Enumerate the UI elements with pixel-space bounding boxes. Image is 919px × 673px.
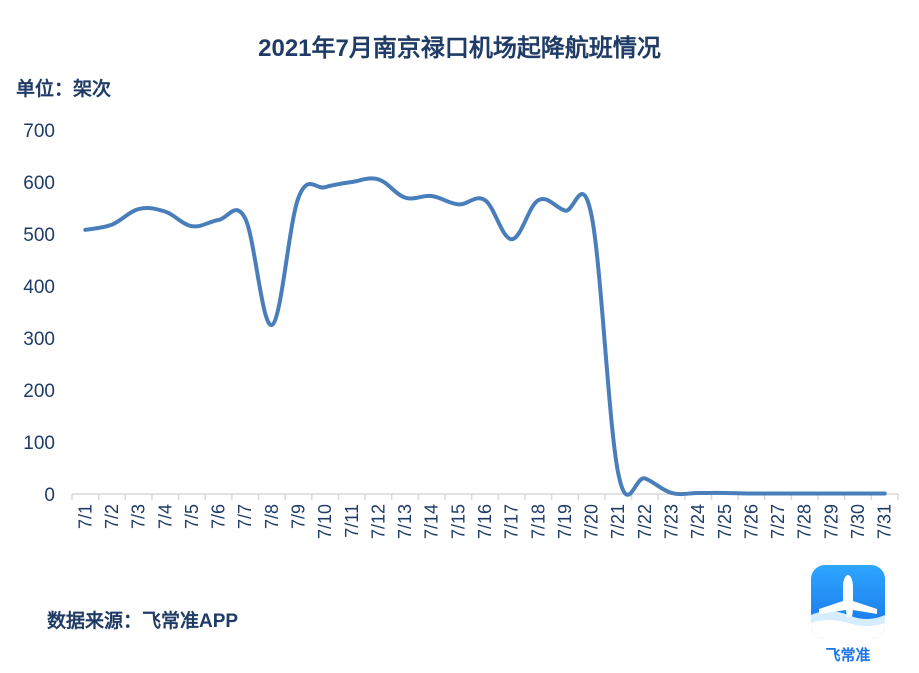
x-tick-label: 7/9 — [288, 504, 308, 529]
unit-label: 单位：架次 — [16, 79, 112, 100]
x-tick-label: 7/8 — [262, 504, 282, 529]
x-tick-label: 7/22 — [635, 504, 655, 539]
x-tick-label: 7/16 — [475, 504, 495, 539]
x-tick-label: 7/14 — [422, 504, 442, 539]
data-source: 数据来源：飞常准APP — [47, 611, 239, 632]
x-tick-label: 7/24 — [688, 504, 708, 539]
x-tick-label: 7/27 — [768, 504, 788, 539]
x-tick-label: 7/11 — [342, 504, 362, 538]
x-tick-label: 7/31 — [875, 504, 895, 539]
x-tick-label: 7/23 — [662, 504, 682, 539]
x-tick-label: 7/5 — [182, 504, 202, 529]
x-tick-label: 7/30 — [848, 504, 868, 539]
x-tick-label: 7/17 — [502, 504, 522, 539]
data-points — [85, 179, 885, 494]
airplane-icon — [811, 575, 885, 639]
y-tick-label: 400 — [23, 277, 55, 298]
y-tick-label: 300 — [23, 329, 55, 350]
chart-title: 2021年7月南京禄口机场起降航班情况 — [258, 35, 661, 62]
y-tick-label: 200 — [23, 381, 55, 402]
y-tick-label: 700 — [23, 121, 55, 142]
x-tick-label: 7/6 — [209, 504, 229, 529]
x-tick-label: 7/2 — [102, 504, 122, 529]
x-tick-label: 7/29 — [821, 504, 841, 539]
x-tick-label: 7/1 — [75, 504, 95, 529]
x-tick-label: 7/19 — [555, 504, 575, 539]
x-tick-label: 7/25 — [715, 504, 735, 539]
y-tick-label: 500 — [23, 225, 55, 246]
x-tick-label: 7/20 — [582, 504, 602, 539]
y-axis-ticks: 0 100 200 300 400 500 600 700 — [23, 121, 55, 506]
x-tick-label: 7/21 — [608, 504, 628, 539]
x-tick-label: 7/18 — [528, 504, 548, 539]
x-tick-label: 7/15 — [448, 504, 468, 539]
x-tick-label: 7/3 — [129, 504, 149, 529]
series-line — [83, 176, 887, 497]
x-tick-label: 7/13 — [395, 504, 415, 539]
x-tick-label: 7/26 — [741, 504, 761, 539]
x-tick-label: 7/12 — [368, 504, 388, 539]
y-tick-label: 600 — [23, 173, 55, 194]
x-tick-label: 7/28 — [795, 504, 815, 539]
x-axis-labels: 7/1 7/2 7/3 7/4 7/5 7/6 7/7 7/8 7/9 7/10 7/11 7/12 7… — [75, 504, 894, 539]
x-tick-label: 7/10 — [315, 504, 335, 539]
app-logo — [811, 565, 885, 639]
x-tick-label: 7/4 — [155, 504, 175, 529]
x-tick-label: 7/7 — [235, 504, 255, 529]
y-tick-label: 100 — [23, 433, 55, 454]
y-tick-label: 0 — [44, 485, 55, 506]
logo-label: 飞常准 — [825, 647, 871, 664]
